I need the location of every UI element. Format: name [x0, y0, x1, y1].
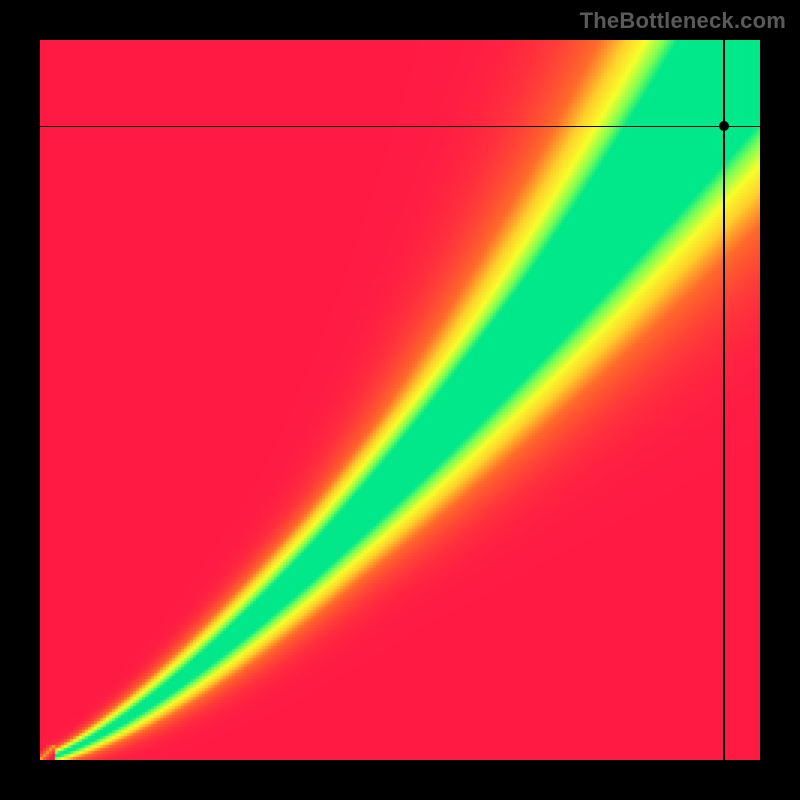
watermark-text: TheBottleneck.com: [580, 8, 786, 34]
crosshair-vertical-line: [723, 40, 724, 760]
plot-area: [40, 40, 760, 760]
chart-container: TheBottleneck.com: [0, 0, 800, 800]
selection-marker-dot: [719, 121, 729, 131]
crosshair-horizontal-line: [40, 126, 760, 127]
bottleneck-heatmap: [40, 40, 760, 760]
